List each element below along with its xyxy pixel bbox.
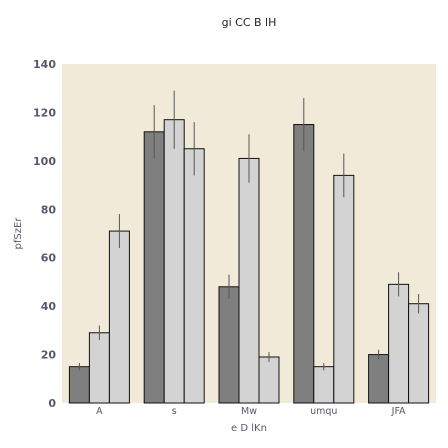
bar bbox=[68, 366, 90, 404]
bar bbox=[313, 366, 335, 404]
error-bars bbox=[78, 90, 420, 371]
bar bbox=[88, 332, 110, 404]
bar bbox=[183, 148, 205, 404]
y-tick-label: 40 bbox=[41, 300, 57, 313]
x-axis-label: e D lKn bbox=[231, 423, 267, 434]
bar bbox=[408, 303, 430, 404]
bar bbox=[163, 119, 185, 404]
x-tick-label: A bbox=[96, 406, 103, 417]
bar bbox=[258, 356, 280, 404]
y-tick-label: 60 bbox=[41, 252, 57, 265]
y-tick-label: 80 bbox=[41, 203, 57, 216]
x-tick-label: umqu bbox=[310, 406, 337, 417]
bar bbox=[368, 354, 390, 404]
y-tick-label: 140 bbox=[33, 58, 56, 71]
bars bbox=[68, 119, 430, 404]
bar bbox=[218, 286, 240, 404]
y-axis-label: pfSzEr bbox=[13, 217, 24, 250]
bar bbox=[333, 174, 355, 404]
bar bbox=[108, 230, 130, 404]
y-axis: 0 20 40 60 80 100 120 140 bbox=[33, 58, 56, 410]
x-tick-label: s bbox=[172, 406, 177, 417]
bar bbox=[388, 283, 410, 404]
bar bbox=[293, 124, 315, 404]
chart-title: gi CC B lH bbox=[222, 16, 277, 29]
x-tick-label: JFA bbox=[391, 406, 406, 417]
y-tick-label: 120 bbox=[33, 106, 56, 119]
bar bbox=[143, 131, 165, 404]
y-tick-label: 0 bbox=[48, 397, 56, 410]
y-tick-label: 100 bbox=[33, 155, 56, 168]
bar bbox=[238, 157, 260, 404]
y-tick-label: 20 bbox=[41, 349, 57, 362]
x-tick-label: Mw bbox=[241, 406, 257, 417]
